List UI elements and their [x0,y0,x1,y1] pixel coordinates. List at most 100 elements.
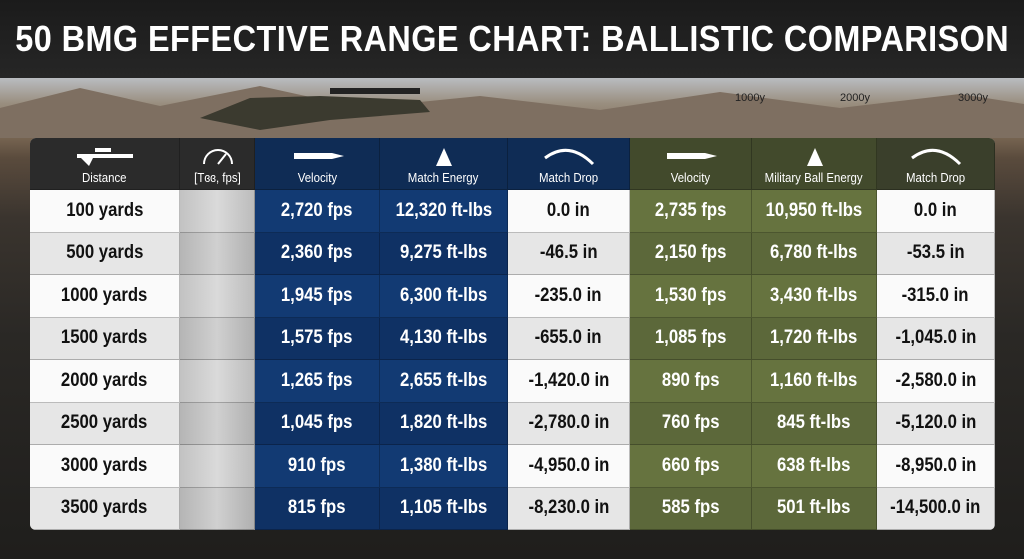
data-cell: 6,300 ft-lbs [380,275,508,318]
data-cell: 1,530 fps [630,275,752,318]
data-cell: 12,320 ft-lbs [380,190,508,233]
data-cell: 6,780 ft-lbs [752,232,877,275]
cell-text: 2,655 ft-lbs [399,369,488,391]
cell-text: 815 fps [288,497,346,519]
data-cell: 638 ft-lbs [752,445,877,488]
blank-cell [180,360,255,403]
cell-text: 2000 yards [61,369,148,391]
cell-text: Distance [82,170,127,185]
range-marker: 2000y [840,92,870,104]
cell-text: 910 fps [288,454,346,476]
range-marker: 3000y [958,92,988,104]
data-cell: 2,655 ft-lbs [380,360,508,403]
mountains [0,86,1024,138]
column-header: Match Drop [508,138,630,190]
cell-text: -1,420.0 in [528,369,609,391]
data-cell: 1,105 ft-lbs [380,487,508,530]
title: 50 BMG EFFECTIVE RANGE CHART: BALLISTIC … [15,18,1009,59]
blank-cell [180,190,255,233]
data-cell: 1,045 fps [255,402,380,445]
header-icon [77,148,133,166]
cell-text: Military Ball Energy [765,170,863,185]
cell-text: 1,085 fps [654,327,727,349]
cell-text: 760 fps [661,412,720,434]
column-header: [Tɞɞ, fps] [180,138,255,190]
cell-text: 100 yards [65,199,144,221]
data-cell: -2,780.0 in [508,402,630,445]
blank-cell [180,402,255,445]
data-cell: -4,950.0 in [508,445,630,488]
column-header: Match Energy [380,138,508,190]
data-cell: 9,275 ft-lbs [380,232,508,275]
header-icon [911,148,962,166]
cell-text: 1,575 fps [281,327,353,349]
column-header: Military Ball Energy [752,138,877,190]
cell-text: 3,430 ft-lbs [770,284,858,306]
data-cell: 1,265 fps [255,360,380,403]
row-label: 2000 yards [30,360,180,403]
data-cell: 2,735 fps [630,190,752,233]
data-cell: 10,950 ft-lbs [752,190,877,233]
cell-text: 1,265 fps [281,369,353,391]
row-label: 1500 yards [30,317,180,360]
data-cell: 0.0 in [508,190,630,233]
data-cell: -315.0 in [877,275,995,318]
cell-text: 1,105 ft-lbs [399,497,488,519]
cell-text: 12,320 ft-lbs [395,199,492,221]
data-cell: 2,360 fps [255,232,380,275]
cell-text: [Tɞɞ, fps] [193,170,241,185]
cell-text: 660 fps [661,454,720,476]
cell-text: -8,950.0 in [895,454,976,476]
cell-text: 1,720 ft-lbs [770,327,858,349]
cell-text: 6,780 ft-lbs [770,242,858,264]
header-icon [293,153,344,159]
header-icon [806,148,823,166]
cell-text: 501 ft-lbs [777,497,851,519]
cell-text: 2,150 fps [654,242,727,264]
data-cell: -1,420.0 in [508,360,630,403]
row-label: 100 yards [30,190,180,233]
cell-text: 2,735 fps [654,199,727,221]
row-label: 2500 yards [30,402,180,445]
cell-text: Velocity [297,170,337,185]
blank-cell [180,445,255,488]
header-icon [202,149,233,165]
cell-text: 3500 yards [61,497,148,519]
cell-text: 9,275 ft-lbs [399,242,488,264]
cell-text: 1,380 ft-lbs [399,454,488,476]
row-label: 1000 yards [30,275,180,318]
data-cell: 910 fps [255,445,380,488]
row-label: 3000 yards [30,445,180,488]
cell-text: 1,530 fps [654,284,727,306]
data-cell: 1,380 ft-lbs [380,445,508,488]
cell-text: 0.0 in [914,199,957,221]
data-cell: -8,230.0 in [508,487,630,530]
data-cell: -2,580.0 in [877,360,995,403]
cell-text: 0.0 in [547,199,590,221]
data-cell: -235.0 in [508,275,630,318]
row-label: 500 yards [30,232,180,275]
cell-text: -46.5 in [539,242,598,264]
cell-text: Velocity [670,170,711,185]
cell-text: 1,045 fps [281,412,353,434]
cell-text: -14,500.0 in [890,497,981,519]
blank-cell [180,317,255,360]
data-cell: -655.0 in [508,317,630,360]
data-cell: -1,045.0 in [877,317,995,360]
cell-text: 1000 yards [61,284,148,306]
cell-text: 1,820 ft-lbs [399,412,488,434]
data-cell: 4,130 ft-lbs [380,317,508,360]
data-cell: 1,085 fps [630,317,752,360]
data-cell: 501 ft-lbs [752,487,877,530]
data-cell: -14,500.0 in [877,487,995,530]
cell-text: 638 ft-lbs [777,454,851,476]
cell-text: -235.0 in [535,284,602,306]
cell-text: -1,045.0 in [895,327,976,349]
cell-text: -8,230.0 in [528,497,609,519]
cell-text: 2,720 fps [281,199,353,221]
data-cell: 760 fps [630,402,752,445]
range-marker: 1000y [735,92,765,104]
range-table: Distance [Tɞɞ, fps] Velocity Match Energy Ma… [30,138,995,530]
cell-text: 6,300 ft-lbs [399,284,488,306]
data-cell: 585 fps [630,487,752,530]
